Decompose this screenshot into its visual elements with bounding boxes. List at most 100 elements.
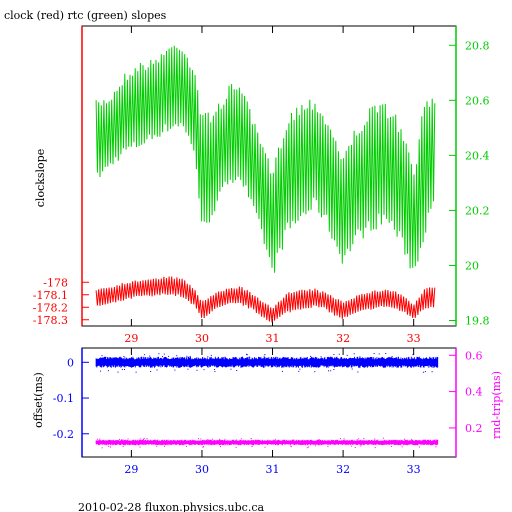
rnd-trip-series-band-outlier	[306, 447, 308, 449]
rnd-trip-series-band-outlier	[203, 446, 204, 448]
offset-series-band-outlier	[168, 355, 170, 357]
rnd-trip-series-band-outlier	[164, 445, 165, 447]
offset-series-band-outlier	[124, 369, 125, 370]
offset-series-band-outlier	[210, 354, 212, 356]
rnd-trip-series-band-outlier	[139, 438, 141, 440]
rnd-trip-series-band-outlier	[290, 445, 292, 447]
rnd-trip-series-band-outlier	[240, 438, 242, 440]
offset-series-band-outlier	[310, 355, 312, 357]
top-right-tick-label: 20.6	[465, 94, 490, 107]
rnd-trip-series-band-outlier	[122, 439, 124, 441]
offset-series-band-outlier	[158, 353, 160, 355]
offset-series-band-outlier	[123, 356, 125, 357]
bottom-left-tick-label: -0.2	[53, 428, 74, 441]
offset-series-band-outlier	[156, 369, 158, 371]
offset-series-band-outlier	[214, 369, 216, 370]
offset-series-band-outlier	[353, 353, 355, 355]
rnd-trip-series-band-outlier	[96, 438, 98, 440]
offset-series-band-outlier	[423, 371, 425, 373]
offset-series-band-outlier	[391, 356, 393, 358]
offset-series-band-outlier	[424, 371, 426, 373]
offset-series-band-outlier	[357, 371, 359, 373]
bottom-x-tick-label: 29	[124, 463, 138, 476]
rnd-trip-series-band-outlier	[374, 447, 376, 449]
offset-series-band-outlier	[246, 353, 247, 355]
offset-series-band-outlier	[121, 368, 123, 370]
offset-series-band	[95, 356, 439, 368]
top-y-axis-label: clockslope	[34, 149, 47, 207]
offset-series-band-outlier	[236, 370, 238, 371]
offset-series-band-outlier	[330, 370, 332, 372]
offset-series-band-outlier	[135, 371, 137, 373]
offset-series-band-outlier	[196, 369, 198, 371]
rnd-trip-series-band-outlier	[293, 439, 295, 441]
offset-series-band-outlier	[333, 369, 335, 370]
rnd-trip-series-band-outlier	[318, 438, 320, 440]
bottom-right-tick-label: 0.4	[465, 386, 483, 399]
rnd-trip-series-band-outlier	[418, 446, 420, 448]
rnd-trip-series-band-outlier	[198, 438, 199, 440]
offset-series-band-outlier	[214, 371, 216, 372]
offset-series-band-outlier	[378, 353, 380, 355]
rnd-trip-series-band-outlier	[435, 439, 437, 441]
bottom-left-axis-label: offset(ms)	[32, 372, 45, 428]
rnd-trip-series-band-outlier	[127, 438, 129, 440]
offset-series-band-outlier	[373, 353, 375, 354]
offset-series-band-outlier	[150, 371, 152, 372]
offset-series-band-outlier	[174, 369, 176, 371]
offset-series-band-outlier	[359, 356, 361, 358]
rnd-trip-series-band-outlier	[403, 438, 405, 440]
offset-series-band-outlier	[328, 370, 330, 372]
offset-series-band-outlier	[299, 368, 301, 370]
offset-series-band-outlier	[281, 370, 283, 372]
offset-series-band-outlier	[144, 354, 146, 356]
top-left-tick-label: -178	[43, 276, 68, 289]
rnd-trip-series-band-outlier	[351, 445, 353, 447]
offset-series-band-outlier	[107, 370, 109, 372]
bottom-panel: 0 -0.1 -0.2 0.6 0.4 0.2 29 30 31 32 33 offset(ms) rn…	[32, 347, 503, 476]
rnd-trip-series-band-outlier	[314, 445, 316, 447]
offset-series-band-outlier	[246, 354, 248, 356]
offset-series-band-outlier	[263, 355, 265, 357]
bottom-x-tick-label: 33	[407, 463, 421, 476]
rnd-trip-series-band-outlier	[390, 446, 392, 447]
offset-series-band-outlier	[187, 368, 189, 370]
offset-series-band-outlier	[412, 354, 414, 356]
rnd-trip-series-band-outlier	[401, 446, 403, 448]
offset-series-band-outlier	[385, 353, 387, 354]
footer-label: 2010-02-28 fluxon.physics.ubc.ca	[78, 501, 264, 512]
top-left-tick-label: -178.2	[33, 301, 68, 314]
offset-series-band-outlier	[346, 354, 348, 356]
top-right-tick-label: 20.2	[465, 204, 490, 217]
clock-series-line	[95, 276, 436, 323]
offset-series-band-outlier	[162, 356, 163, 358]
rnd-trip-series-band-outlier	[327, 446, 329, 448]
rnd-trip-series-band-outlier	[156, 445, 158, 447]
offset-series-band-outlier	[101, 355, 103, 357]
offset-series-band-outlier	[189, 355, 191, 357]
rnd-trip-series-band-outlier	[143, 437, 145, 439]
rnd-trip-series-band-outlier	[264, 446, 266, 448]
rnd-trip-series-band-outlier	[146, 438, 148, 440]
rnd-trip-series-band-outlier	[358, 438, 360, 440]
bottom-right-axis-label: rnd-trip(ms)	[490, 371, 503, 439]
top-right-tick-label: 20.4	[465, 149, 490, 162]
rnd-trip-series-band-outlier	[202, 446, 204, 448]
rnd-trip-series-band-outlier	[200, 438, 202, 440]
rnd-trip-series-band-outlier	[374, 438, 376, 440]
rnd-trip-series-band-outlier	[224, 438, 226, 440]
offset-series-band-outlier	[314, 371, 316, 373]
rnd-trip-series-band-outlier	[382, 437, 384, 439]
rnd-trip-series-band-outlier	[354, 447, 356, 448]
rnd-trip-series-band-outlier	[119, 438, 120, 440]
rnd-trip-series-band-outlier	[108, 446, 110, 447]
offset-series-band-outlier	[418, 356, 420, 358]
offset-series-band-outlier	[117, 371, 119, 373]
rnd-trip-series-band-outlier	[411, 438, 413, 440]
offset-series-band-outlier	[163, 353, 165, 355]
rnd-trip-series-band-outlier	[363, 438, 365, 440]
bottom-x-tick-label: 31	[266, 463, 280, 476]
rnd-trip-series-band-outlier	[250, 438, 252, 439]
offset-series-band-outlier	[351, 368, 353, 370]
rnd-trip-series-band	[95, 439, 439, 446]
